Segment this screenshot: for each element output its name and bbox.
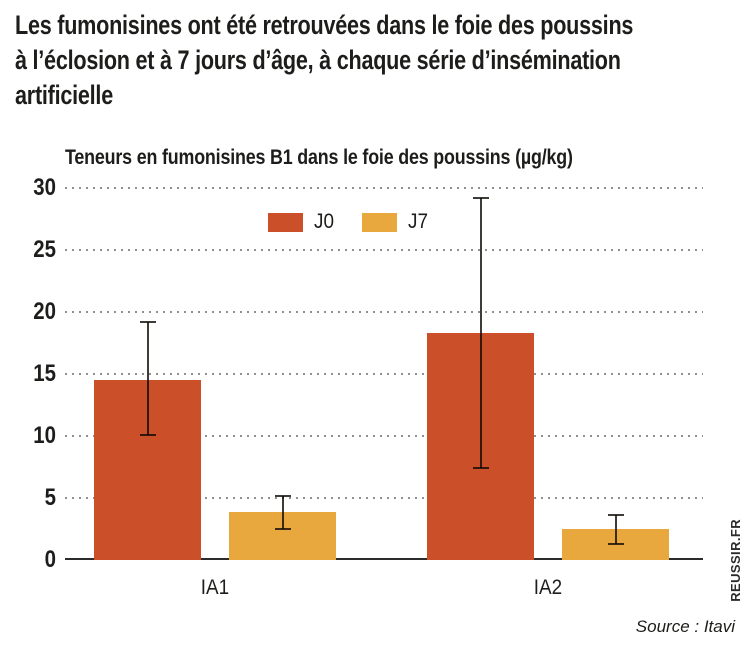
- chart-legend: J0 J7: [268, 210, 456, 234]
- source-label: Source : Itavi: [635, 617, 735, 636]
- page-title-line-3: artificielle: [15, 80, 113, 110]
- error-cap-top-IA2-J0: [472, 196, 489, 199]
- error-cap-top-IA1-J7: [274, 494, 291, 497]
- error-bar-IA1-J0: [146, 321, 149, 435]
- legend-swatch-J0: [268, 212, 303, 232]
- legend-item-J7: J7: [362, 210, 430, 234]
- error-cap-top-IA2-J7: [607, 514, 624, 517]
- chart-title: Teneurs en fumonisines B1 dans le foie d…: [65, 146, 573, 169]
- page-title-line-1: Les fumonisines ont été retrouvées dans …: [15, 10, 634, 40]
- gridline-25: [65, 249, 703, 251]
- y-tick-label-15: 15: [33, 360, 56, 387]
- error-cap-bottom-IA1-J7: [274, 528, 291, 530]
- legend-item-J0: J0: [268, 210, 336, 234]
- gridline-30: [65, 187, 703, 189]
- y-tick-label-5: 5: [44, 484, 56, 511]
- error-bar-IA2-J0: [479, 197, 482, 469]
- error-bar-IA2-J7: [614, 515, 617, 544]
- error-cap-top-IA1-J0: [139, 320, 156, 323]
- y-tick-label-0: 0: [44, 546, 56, 573]
- gridline-10: [65, 435, 703, 437]
- page-title-line-2: à l’éclosion et à 7 jours d’âge, à chaqu…: [15, 45, 621, 75]
- gridline-5: [65, 497, 703, 499]
- error-cap-bottom-IA2-J0: [472, 467, 489, 470]
- y-tick-label-30: 30: [33, 174, 56, 201]
- y-tick-label-20: 20: [33, 298, 56, 325]
- y-tick-label-25: 25: [33, 236, 56, 263]
- gridline-15: [65, 373, 703, 375]
- error-cap-bottom-IA2-J7: [607, 542, 624, 545]
- x-axis-line: [65, 558, 703, 560]
- x-axis-label-IA1: IA1: [200, 576, 230, 599]
- error-cap-bottom-IA1-J0: [139, 433, 156, 436]
- page-title: Les fumonisines ont été retrouvées dans …: [15, 8, 747, 113]
- x-axis-label-IA2: IA2: [533, 576, 563, 599]
- legend-label-J0: J0: [314, 210, 334, 233]
- legend-swatch-J7: [362, 212, 398, 232]
- watermark-reussir: REUSSIR.FR: [728, 519, 743, 602]
- legend-label-J7: J7: [408, 210, 429, 233]
- error-bar-IA1-J7: [281, 495, 284, 529]
- gridline-20: [65, 311, 703, 313]
- y-tick-label-10: 10: [33, 422, 56, 449]
